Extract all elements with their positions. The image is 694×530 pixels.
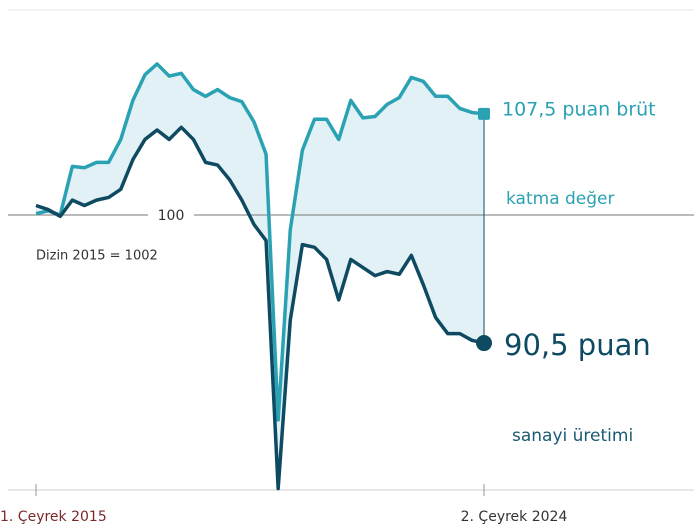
tick-label-bg (148, 205, 194, 224)
series-line (35, 125, 485, 491)
annotation: Dizin 2015 = 1002 (36, 249, 158, 264)
y-tick-label: 100 (158, 208, 185, 224)
end-marker (476, 335, 492, 352)
x-tick-label: 2. Çeyrek 2024 (461, 509, 568, 525)
gap-area (36, 63, 484, 489)
x-tick-label: 1. Çeyrek 2015 (0, 509, 107, 525)
series-label: 107,5 puan brüt (502, 99, 656, 121)
series-line (35, 62, 485, 422)
series-label: 90,5 puan (504, 328, 651, 362)
series-label: sanayi üretimi (512, 426, 633, 446)
series-label: katma değer (506, 189, 615, 209)
end-marker (478, 107, 490, 120)
